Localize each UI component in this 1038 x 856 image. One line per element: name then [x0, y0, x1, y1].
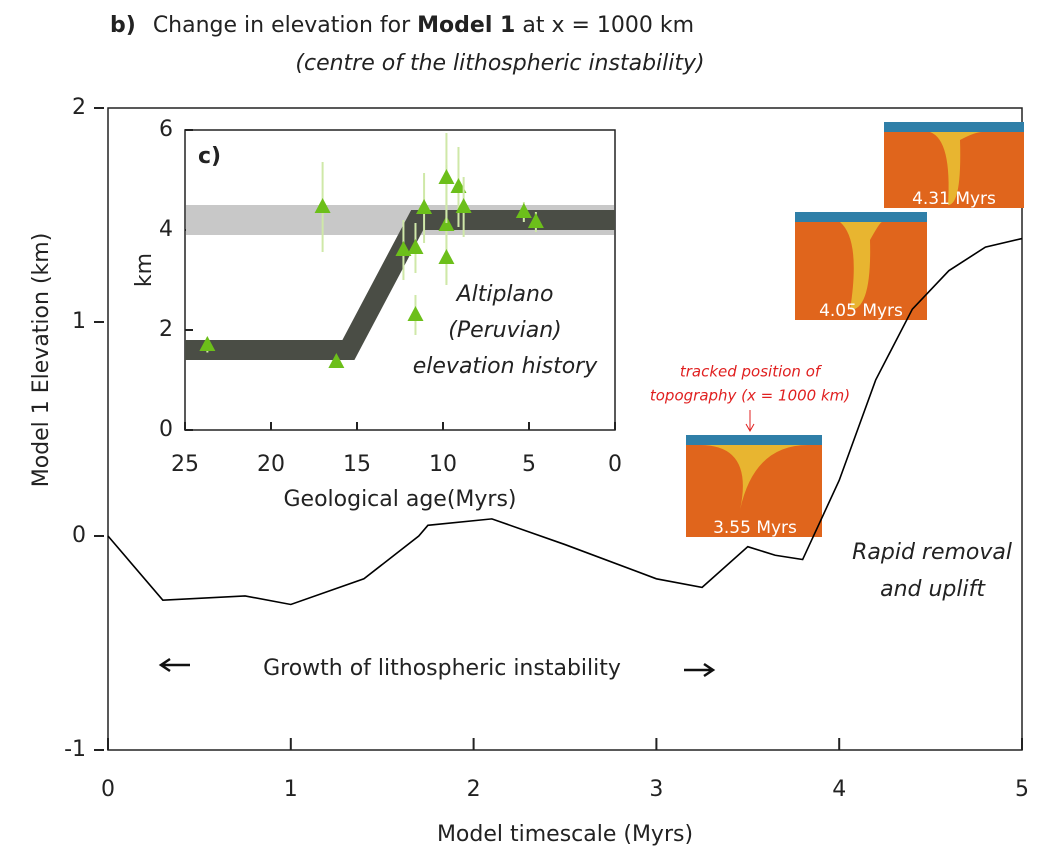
data-point: [407, 239, 424, 254]
x-tick-label: 15: [343, 452, 371, 477]
y-tick-label: 4: [159, 217, 173, 242]
title-part: Model 1: [417, 13, 515, 38]
y-axis-label: Model 1 Elevation (km): [29, 233, 54, 488]
trend: [185, 210, 615, 360]
arrow: [745, 410, 755, 433]
x-tick-label: 20: [257, 452, 285, 477]
y-tick-label: 6: [159, 117, 173, 142]
title-part: b): [110, 13, 136, 38]
title-part: at x = 1000 km: [522, 13, 694, 38]
x-tick-label: 5: [1015, 777, 1029, 802]
subtitle: (centre of the lithospheric instability): [295, 51, 704, 76]
x-tick-label: 0: [608, 452, 622, 477]
x-tick-label: 2: [467, 777, 481, 802]
arrow: [158, 657, 716, 678]
y-tick-label: -1: [64, 737, 86, 762]
snapshot-label: 3.55 Myrs: [713, 518, 797, 538]
y-tick-label: 1: [72, 309, 86, 334]
y-axis-label: km: [132, 253, 157, 287]
plot-frame: [107, 107, 1023, 751]
annotation: elevation history: [413, 354, 598, 379]
x-tick-label: 4: [832, 777, 846, 802]
title-part: Change in elevation for: [153, 13, 411, 38]
annotation: Altiplano: [455, 282, 554, 307]
x-tick-label: 3: [649, 777, 663, 802]
y-tick-label: 0: [159, 417, 173, 442]
data-point: [455, 198, 472, 213]
snapshot: [686, 435, 822, 537]
snapshot-label: 4.31 Myrs: [912, 189, 996, 209]
x-tick-label: 5: [522, 452, 536, 477]
annotation: topography (x = 1000 km): [650, 387, 850, 405]
data-point: [416, 199, 433, 214]
x-axis-label: Geological age(Myrs): [283, 487, 516, 512]
x-tick-label: 0: [101, 777, 115, 802]
y-tick-label: 0: [72, 523, 86, 548]
snapshot: [884, 122, 1024, 208]
data-point: [438, 216, 455, 231]
annotation: Rapid removal: [852, 540, 1012, 565]
data-point: [515, 203, 532, 218]
inset-frame: [184, 129, 616, 431]
annotation: (Peruvian): [448, 318, 562, 343]
panel-label: c): [198, 144, 221, 169]
data-point: [199, 336, 216, 351]
x-tick-label: 1: [284, 777, 298, 802]
snapshot: [795, 212, 927, 320]
data-point: [328, 353, 345, 368]
data-point: [527, 213, 544, 228]
data-point: [438, 169, 455, 184]
x-tick-label: 10: [429, 452, 457, 477]
data-point: [450, 178, 467, 193]
line-series: [107, 237, 1023, 606]
snapshot-label: 4.05 Myrs: [819, 301, 903, 321]
x-axis-label: Model timescale (Myrs): [437, 822, 693, 847]
data-point: [407, 306, 424, 321]
y-tick-label: 2: [72, 95, 86, 120]
annotation: and uplift: [880, 577, 986, 602]
annotation: Growth of lithospheric instability: [263, 656, 621, 681]
annotation: tracked position of: [680, 363, 823, 381]
data-point: [395, 241, 412, 256]
x-tick-label: 25: [171, 452, 199, 477]
chart-title: b) Change in elevation for Model 1 at x …: [110, 13, 694, 38]
data-point: [314, 198, 331, 213]
data-point: [438, 249, 455, 264]
y-tick-label: 2: [159, 317, 173, 342]
